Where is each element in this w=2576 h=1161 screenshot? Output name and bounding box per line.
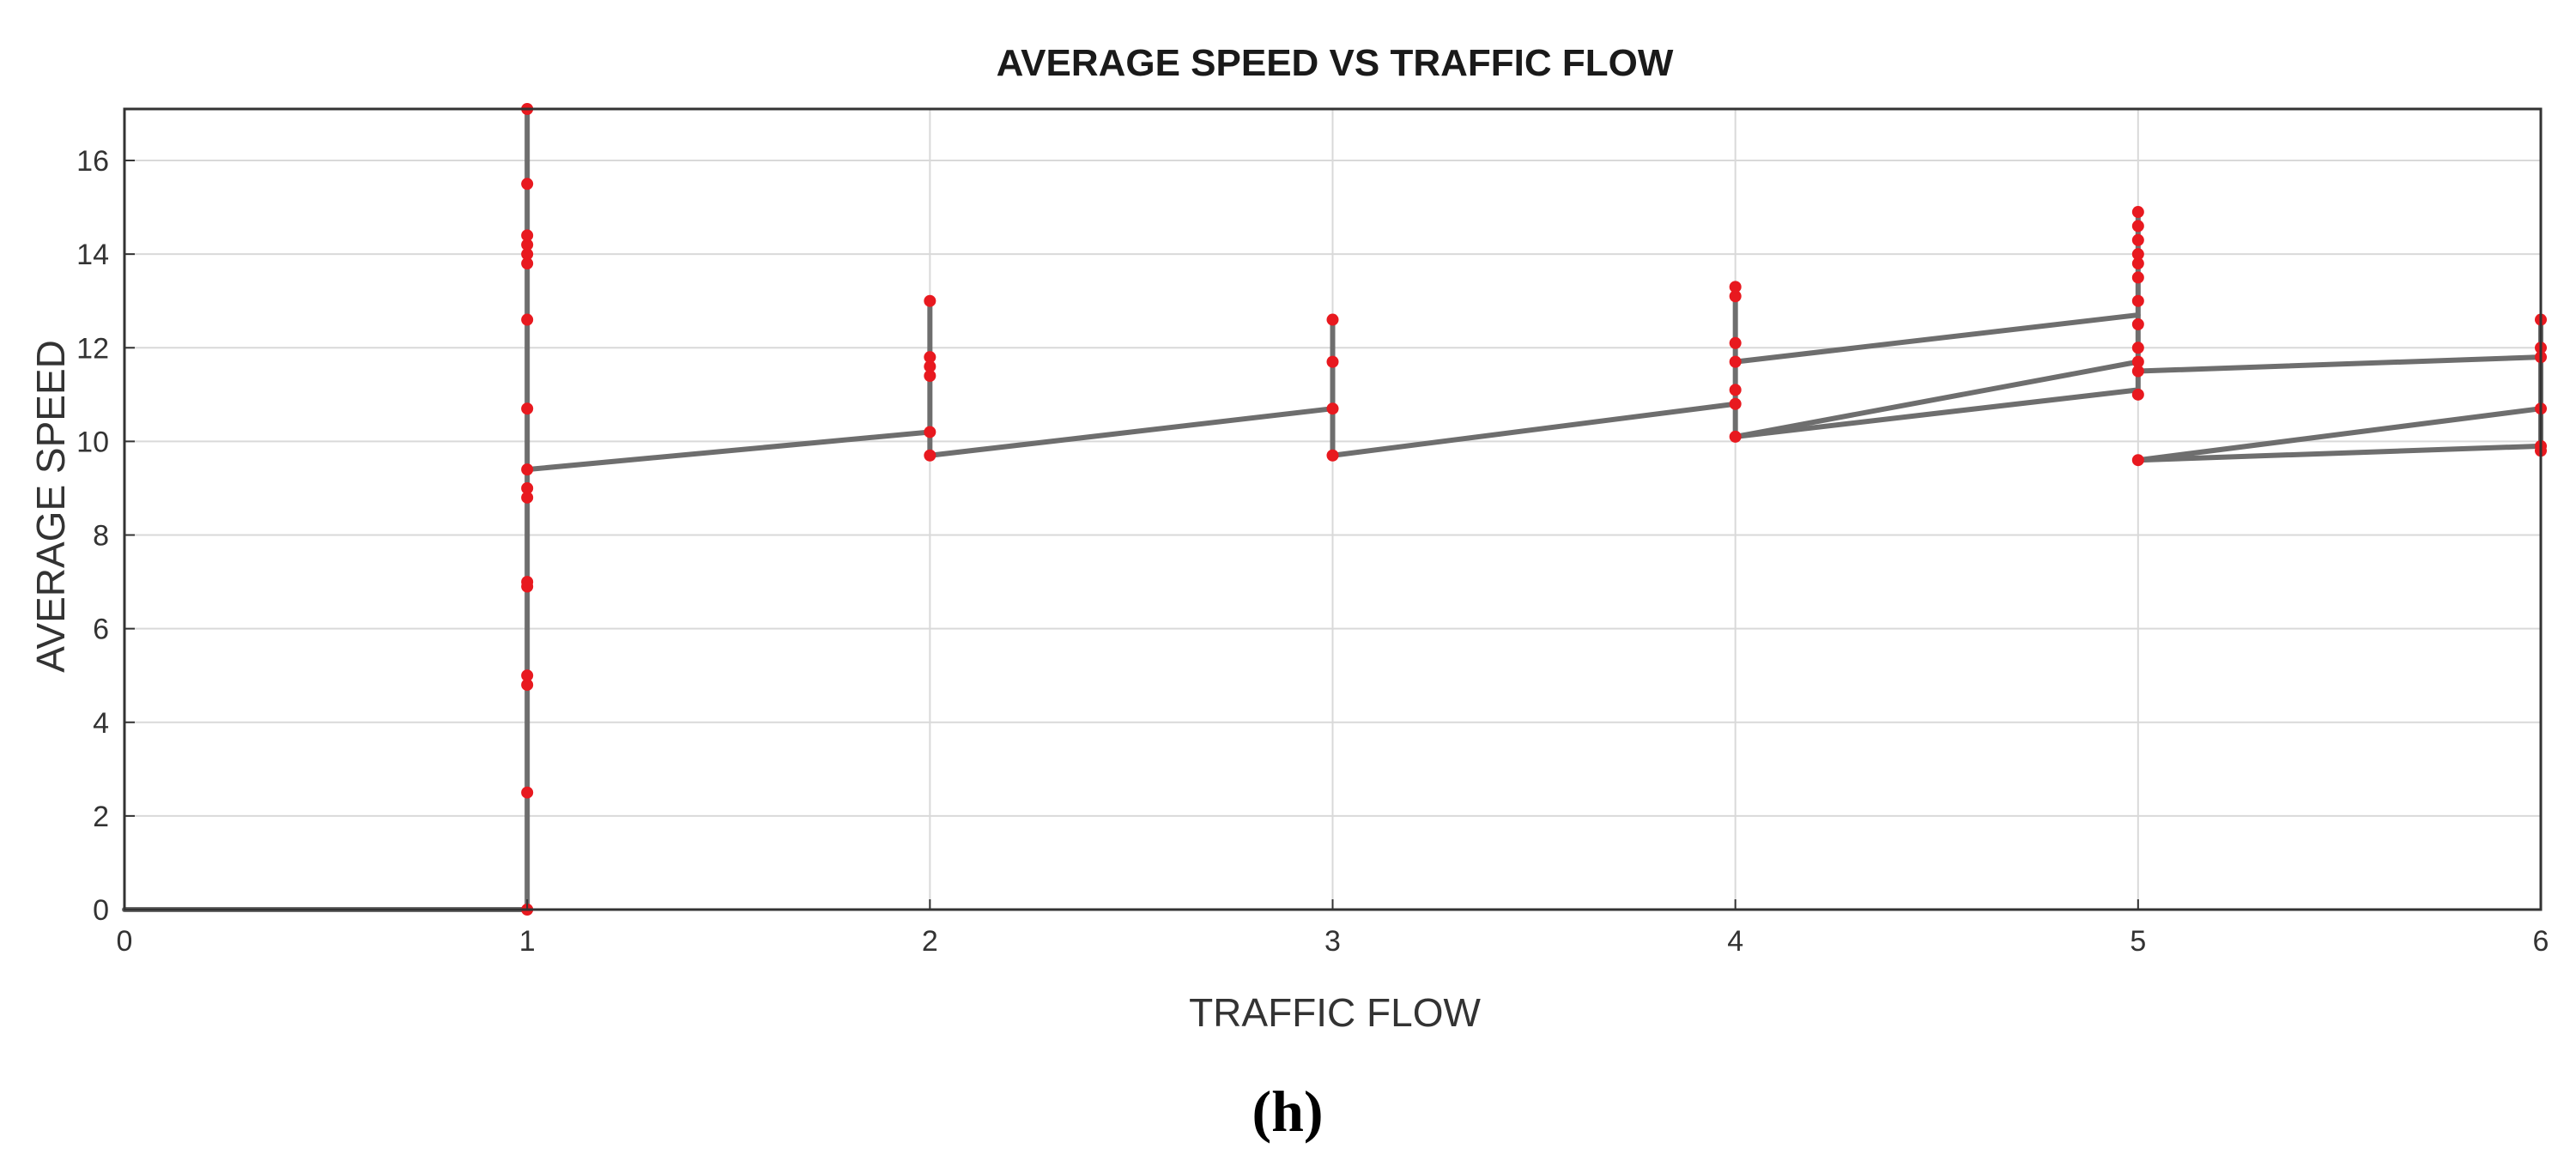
y-tick-label: 12	[76, 332, 109, 365]
data-point	[1729, 355, 1742, 368]
data-point	[1326, 313, 1339, 326]
data-point	[2131, 271, 2144, 284]
data-point	[2131, 454, 2144, 467]
data-point	[924, 449, 936, 462]
data-point	[2131, 355, 2144, 368]
x-axis-ticks: 0 1 2 3 4 5 6	[117, 899, 2549, 958]
grid	[124, 109, 2542, 910]
data-point	[924, 294, 936, 307]
series-line-segment	[1732, 387, 2141, 439]
series-line-segment	[2135, 443, 2543, 463]
series-points	[521, 103, 2547, 916]
data-point	[521, 239, 534, 251]
data-point	[1326, 449, 1339, 462]
data-point	[924, 370, 936, 382]
data-point	[2131, 220, 2144, 233]
y-axis-label: AVERAGE SPEED	[28, 340, 73, 673]
data-point	[521, 576, 534, 589]
data-point	[521, 257, 534, 270]
series-line-segment	[1732, 312, 2141, 365]
data-point	[521, 402, 534, 415]
x-tick-label: 1	[519, 925, 536, 958]
x-axis-label: TRAFFIC FLOW	[1189, 990, 1481, 1035]
y-axis-ticks: 0 2 4 6 8 10 12 14 16	[76, 145, 135, 927]
series-line-segment	[2135, 406, 2543, 463]
chart-title: AVERAGE SPEED VS TRAFFIC FLOW	[997, 42, 1674, 84]
data-point	[521, 491, 534, 504]
x-tick-label: 3	[1324, 925, 1341, 958]
y-tick-label: 0	[93, 894, 109, 927]
data-point	[1729, 336, 1742, 349]
y-tick-label: 8	[93, 520, 109, 553]
figure-caption: (h)	[1252, 1079, 1323, 1144]
data-point	[521, 229, 534, 242]
y-tick-label: 4	[93, 707, 109, 740]
data-point	[521, 669, 534, 682]
y-tick-label: 16	[76, 145, 109, 178]
data-point	[521, 679, 534, 692]
data-point	[2131, 248, 2144, 261]
x-tick-label: 0	[117, 925, 133, 958]
data-point	[2131, 365, 2144, 378]
data-point	[2131, 233, 2144, 246]
data-point	[2131, 294, 2144, 307]
data-point	[1326, 402, 1339, 415]
data-point	[1729, 290, 1742, 303]
data-point	[924, 360, 936, 373]
y-tick-label: 2	[93, 801, 109, 833]
series-line-segment	[2135, 354, 2543, 374]
data-point	[1729, 384, 1742, 396]
data-point	[521, 313, 534, 326]
data-point	[521, 463, 534, 476]
data-point	[1729, 281, 1742, 293]
data-point	[2131, 342, 2144, 354]
data-point	[2131, 206, 2144, 219]
series-line-segment	[1330, 401, 1738, 458]
y-tick-label: 6	[93, 614, 109, 646]
x-tick-label: 4	[1727, 925, 1743, 958]
series-line-segment	[1732, 359, 2141, 439]
y-tick-label: 10	[76, 426, 109, 458]
data-point	[521, 248, 534, 261]
data-point	[924, 426, 936, 438]
x-tick-label: 5	[2130, 925, 2146, 958]
data-point	[2131, 317, 2144, 330]
data-point	[2131, 257, 2144, 270]
series-line-segment	[524, 429, 933, 473]
y-tick-label: 14	[76, 239, 109, 271]
x-tick-label: 6	[2533, 925, 2549, 958]
data-point	[521, 178, 534, 190]
data-point	[521, 786, 534, 799]
data-point	[1729, 430, 1742, 443]
data-point	[1729, 397, 1742, 410]
data-point	[1326, 355, 1339, 368]
data-point	[924, 351, 936, 364]
x-tick-label: 2	[922, 925, 938, 958]
data-point	[2131, 388, 2144, 401]
series-line-segment	[927, 406, 1336, 458]
data-point	[521, 481, 534, 494]
